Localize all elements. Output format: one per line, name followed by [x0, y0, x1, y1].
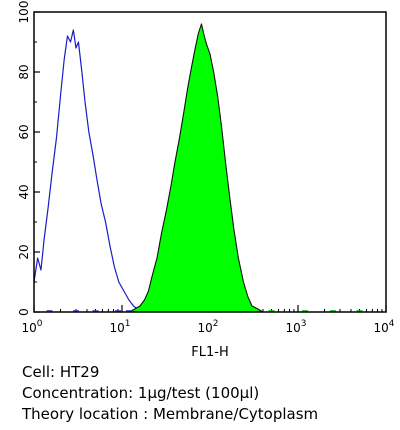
- series-outline-histogram: [33, 29, 143, 313]
- x-axis-title: FL1-H: [191, 345, 228, 360]
- x-tick-label: 103: [285, 319, 306, 335]
- caption-concentration: Concentration: 1μg/test (100μl): [22, 384, 260, 402]
- y-tick-label: 40: [17, 184, 31, 199]
- caption-location: Theory location : Membrane/Cytoplasm: [22, 405, 319, 423]
- caption-cell: Cell: HT29: [22, 363, 100, 381]
- x-tick-label: 102: [197, 319, 218, 335]
- x-tick-label: 104: [373, 319, 394, 335]
- x-tick-label: 100: [21, 319, 42, 335]
- series-filled-histogram: [128, 23, 264, 313]
- plot-frame: [33, 11, 387, 313]
- histogram-chart: 0 20 40 60 80 100 100 101 102 103 104 FL1-H: [17, 1, 395, 360]
- y-tick-label: 80: [17, 64, 31, 79]
- y-tick-label: 20: [17, 244, 31, 259]
- x-tick-label: 101: [109, 319, 130, 335]
- y-tick-label: 60: [17, 124, 31, 139]
- caption-block: Cell: HT29 Concentration: 1μg/test (100μ…: [22, 362, 398, 425]
- y-tick-label: 0: [17, 308, 31, 316]
- y-tick-label: 100: [17, 1, 31, 24]
- series-group: [33, 23, 363, 313]
